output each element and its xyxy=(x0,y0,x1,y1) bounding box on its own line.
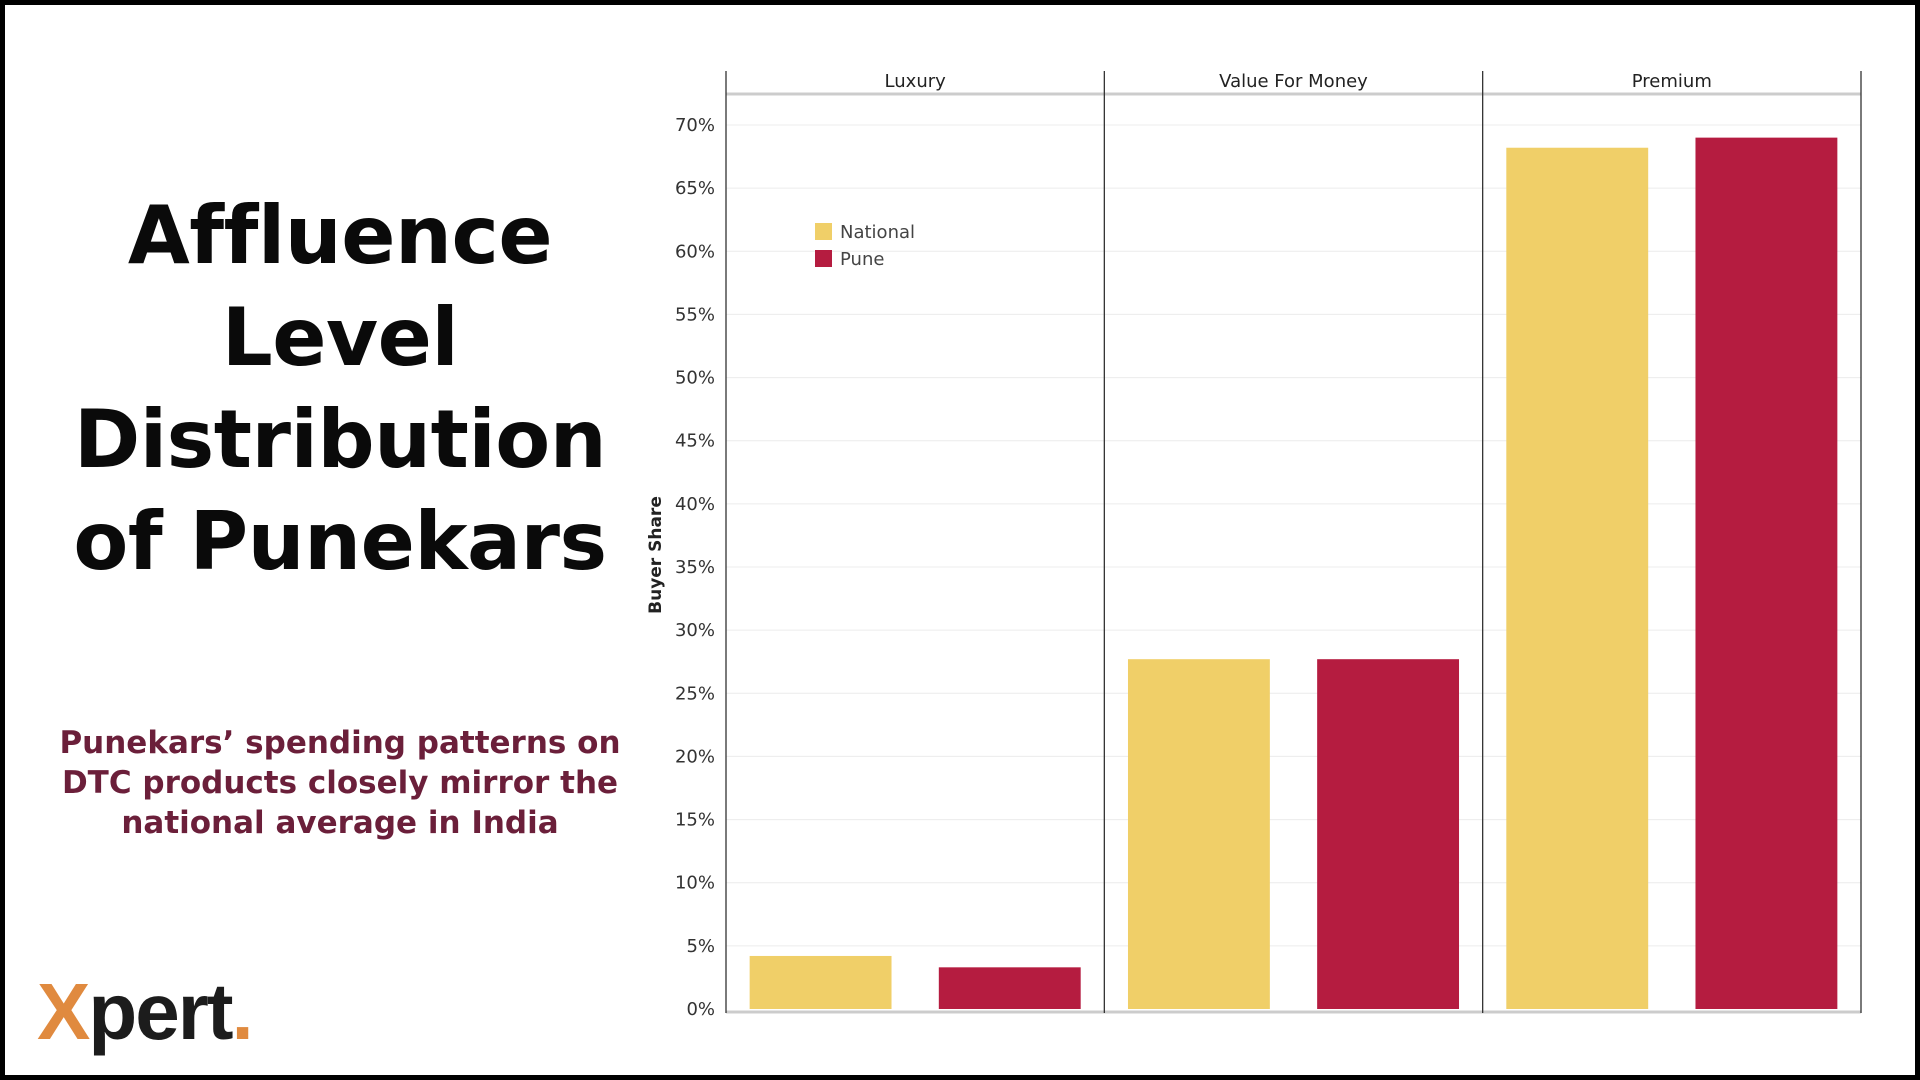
y-tick-label: 45% xyxy=(675,431,715,452)
logo-dot: . xyxy=(231,967,254,1056)
bar-national-luxury xyxy=(749,955,892,1009)
bar-pune-premium xyxy=(1695,137,1838,1010)
y-tick-label: 55% xyxy=(675,304,715,325)
slide-title-line: Distribution xyxy=(73,393,607,486)
panel-label: Luxury xyxy=(885,71,947,92)
bar-pune-value-for-money xyxy=(1317,659,1460,1009)
subtitle-line: Punekars’ spending patterns on xyxy=(59,725,621,761)
slide-title: Affluence Level Distribution of Punekars xyxy=(45,185,635,593)
slide-title-line: Level xyxy=(221,291,459,384)
bar-pune-luxury xyxy=(938,967,1081,1009)
y-tick-label: 0% xyxy=(686,999,715,1020)
y-tick-label: 50% xyxy=(675,368,715,389)
legend-label: National xyxy=(840,222,915,243)
buyer-share-chart: 0% 5% 10% 15% 20% 25% 30% 35% 40% 45% 50% 55% 60% 65%… xyxy=(646,71,1862,1020)
logo-wordmark: pert xyxy=(88,967,233,1056)
panel-label: Value For Money xyxy=(1219,71,1368,92)
subtitle-line: DTC products closely mirror the xyxy=(61,765,619,801)
y-tick-label: 15% xyxy=(675,810,715,831)
slide-title-line: of Punekars xyxy=(73,495,607,588)
y-tick-label: 30% xyxy=(675,620,715,641)
slide-subtitle: Punekars’ spending patterns on DTC produ… xyxy=(45,723,635,843)
y-tick-label: 20% xyxy=(675,746,715,767)
logo-letter-x: X xyxy=(37,967,90,1056)
slide-title-line: Affluence xyxy=(127,189,553,282)
bar-national-premium xyxy=(1506,147,1649,1009)
y-axis-title: Buyer Share xyxy=(646,496,666,614)
legend-swatch xyxy=(815,250,832,267)
legend-label: Pune xyxy=(840,249,884,270)
y-tick-label: 40% xyxy=(675,494,715,515)
slide: Affluence Level Distribution of Punekars… xyxy=(5,5,1915,1075)
panel-label: Premium xyxy=(1632,71,1712,92)
y-tick-label: 65% xyxy=(675,178,715,199)
y-tick-label: 35% xyxy=(675,557,715,578)
y-tick-label: 5% xyxy=(686,936,715,957)
y-tick-label: 10% xyxy=(675,873,715,894)
bar-national-value-for-money xyxy=(1127,659,1270,1009)
y-tick-label: 60% xyxy=(675,241,715,262)
y-tick-label: 70% xyxy=(675,115,715,136)
xpert-logo: Xpert. xyxy=(37,967,254,1057)
y-tick-label: 25% xyxy=(675,683,715,704)
legend-swatch xyxy=(815,223,832,240)
subtitle-line: national average in India xyxy=(121,805,559,841)
